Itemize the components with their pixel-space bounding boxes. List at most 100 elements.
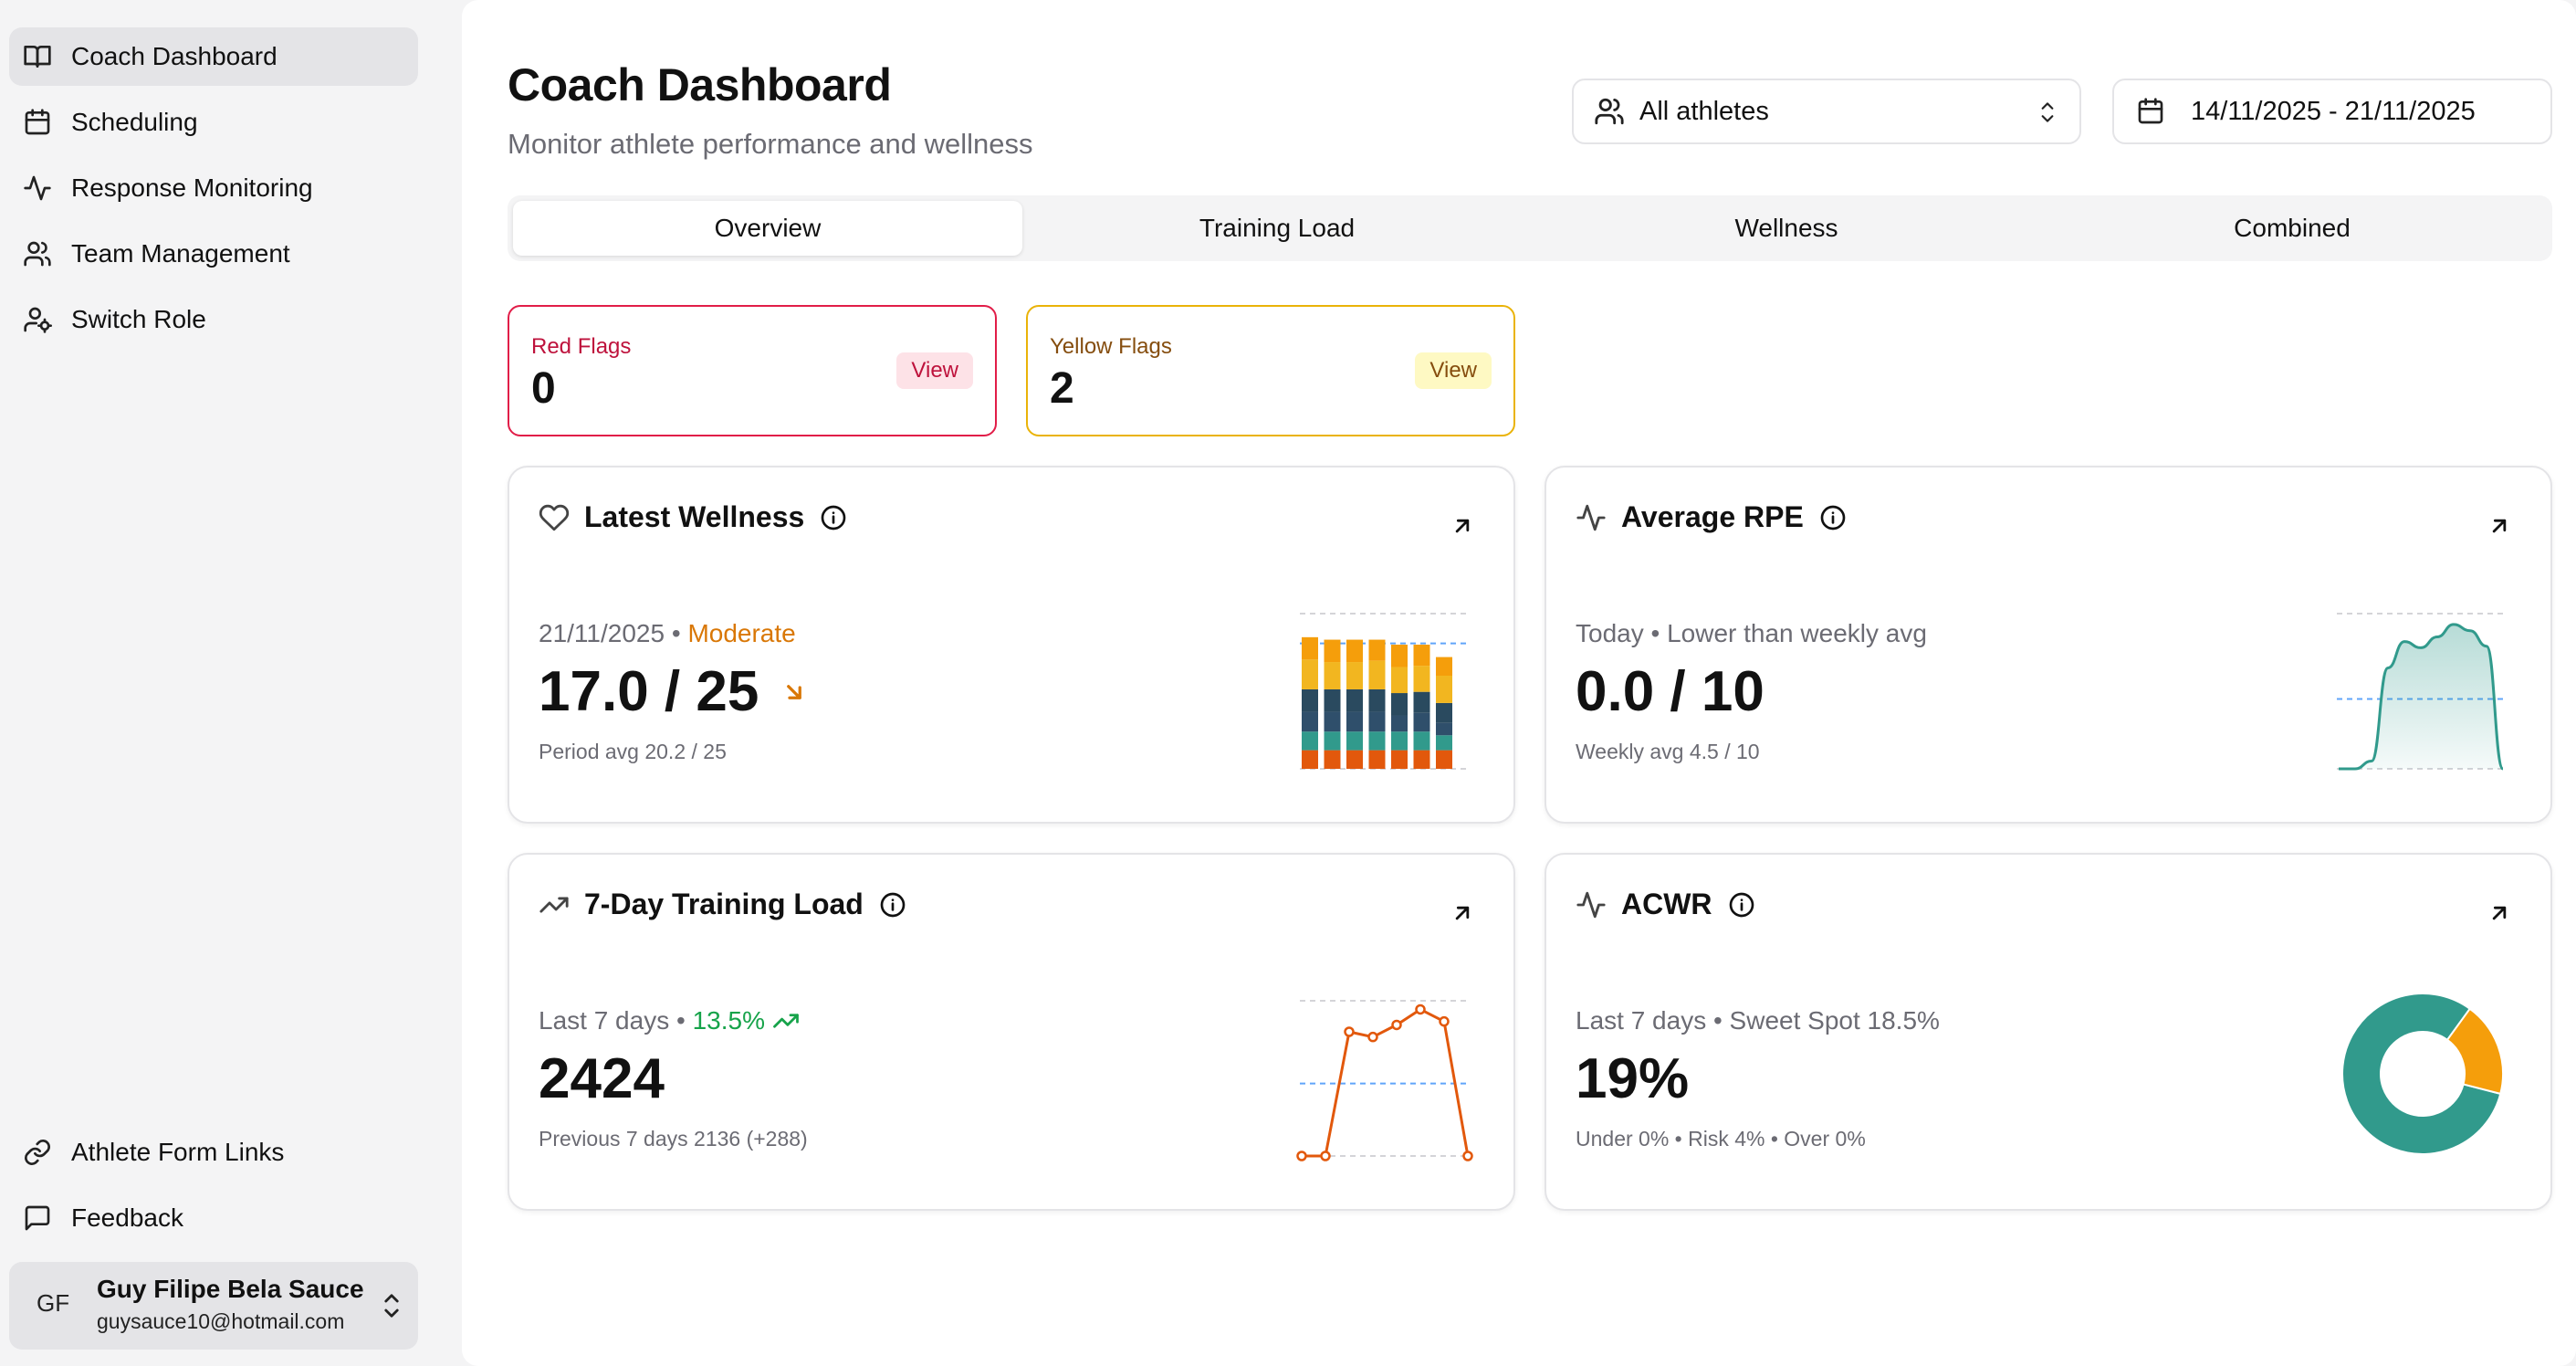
load-point — [1296, 1151, 1307, 1161]
rpe-weekly-avg: Weekly avg 4.5 / 10 — [1576, 740, 1760, 763]
wellness-bar-segment — [1391, 715, 1408, 732]
red-flags-count: 0 — [531, 364, 556, 413]
wellness-bar-segment — [1302, 636, 1318, 660]
info-icon[interactable] — [878, 890, 907, 919]
wellness-bar-segment — [1302, 688, 1318, 712]
sidebar-item-feedback[interactable]: Feedback — [9, 1189, 418, 1247]
info-icon[interactable] — [1818, 503, 1848, 532]
wellness-bar-segment — [1324, 750, 1341, 769]
sidebar-item-scheduling[interactable]: Scheduling — [9, 93, 418, 152]
acwr-slice — [2341, 993, 2502, 1155]
date-range-picker[interactable]: 14/11/2025 - 21/11/2025 — [2112, 79, 2552, 144]
load-point — [1391, 1019, 1402, 1031]
red-flags-view-button[interactable]: View — [896, 352, 973, 389]
sidebar-item-label: Feedback — [71, 1203, 183, 1232]
users-icon — [22, 238, 53, 269]
card-header: 7-Day Training Load — [539, 888, 907, 921]
load-period: Last 7 days — [539, 1006, 670, 1035]
acwr-donut-chart — [2341, 993, 2504, 1155]
acwr-value: 19% — [1576, 1047, 1690, 1110]
user-cog-icon — [22, 304, 53, 335]
arrow-up-right-icon[interactable] — [1450, 900, 1475, 926]
user-menu[interactable]: GF Guy Filipe Bela Sauce guysauce10@hotm… — [9, 1262, 418, 1350]
info-icon[interactable] — [819, 503, 848, 532]
activity-icon — [1576, 891, 1606, 918]
wellness-bar-segment — [1391, 731, 1408, 751]
arrow-up-right-icon[interactable] — [2487, 900, 2512, 926]
link-icon — [22, 1137, 53, 1168]
message-square-icon — [22, 1203, 53, 1234]
page-subtitle: Monitor athlete performance and wellness — [508, 128, 1033, 160]
load-point — [1367, 1031, 1378, 1043]
load-point — [1439, 1015, 1450, 1027]
chevrons-up-down-icon — [378, 1287, 405, 1329]
arrow-up-right-icon[interactable] — [2487, 513, 2512, 539]
activity-icon — [22, 173, 53, 204]
card-header: ACWR — [1576, 888, 1756, 921]
training-load-card[interactable]: 7-Day Training Load Last 7 days • 13.5% … — [508, 853, 1515, 1211]
red-flags-label: Red Flags — [531, 334, 632, 359]
wellness-status: Moderate — [687, 619, 796, 647]
load-value: 2424 — [539, 1047, 665, 1110]
average-rpe-card[interactable]: Average RPE Today • Lower than weekly av… — [1545, 466, 2552, 824]
sidebar-item-label: Switch Role — [71, 305, 206, 333]
tab-overview[interactable]: Overview — [513, 201, 1022, 256]
wellness-bar-segment — [1368, 731, 1386, 751]
wellness-bar-segment — [1391, 667, 1408, 694]
acwr-slice — [2445, 1007, 2504, 1096]
info-icon[interactable] — [1727, 890, 1756, 919]
wellness-bar-segment — [1391, 750, 1408, 769]
card-title: 7-Day Training Load — [584, 888, 864, 920]
yellow-flags-card: Yellow Flags 2 View — [1026, 305, 1515, 436]
user-name: Guy Filipe Bela Sauce — [97, 1275, 364, 1303]
sidebar-item-coach-dashboard[interactable]: Coach Dashboard — [9, 27, 418, 86]
sidebar-item-team-management[interactable]: Team Management — [9, 225, 418, 283]
wellness-bar-segment — [1368, 639, 1386, 661]
sidebar-item-switch-role[interactable]: Switch Role — [9, 290, 418, 349]
wellness-bar-segment — [1346, 731, 1363, 751]
wellness-bar-segment — [1436, 702, 1452, 723]
training-load-line-chart — [1296, 1000, 1473, 1161]
acwr-breakdown: Under 0% • Risk 4% • Over 0% — [1576, 1127, 1866, 1151]
sidebar: Coach Dashboard Scheduling Response Moni… — [0, 0, 456, 1366]
tab-training-load[interactable]: Training Load — [1199, 214, 1356, 242]
user-email: guysauce10@hotmail.com — [97, 1309, 345, 1333]
wellness-date: 21/11/2025 — [539, 619, 665, 647]
arrow-up-right-icon[interactable] — [1450, 513, 1475, 539]
tab-wellness[interactable]: Wellness — [1734, 214, 1838, 242]
card-header: Latest Wellness — [539, 500, 848, 534]
sidebar-item-label: Coach Dashboard — [71, 42, 277, 70]
wellness-bar-segment — [1413, 645, 1430, 667]
calendar-icon — [22, 107, 53, 138]
load-point — [1462, 1151, 1473, 1161]
tab-combined[interactable]: Combined — [2234, 214, 2351, 242]
card-title: Average RPE — [1621, 500, 1804, 533]
wellness-stacked-bar-chart — [1300, 613, 1468, 770]
wellness-bar-segment — [1391, 645, 1408, 667]
wellness-bar-segment — [1413, 691, 1430, 713]
wellness-bar-segment — [1346, 688, 1363, 712]
sidebar-item-label: Scheduling — [71, 108, 198, 136]
wellness-bar-segment — [1346, 639, 1363, 663]
trending-up-icon — [773, 1014, 799, 1028]
sidebar-item-athlete-form-links[interactable]: Athlete Form Links — [9, 1123, 418, 1182]
wellness-bar-segment — [1346, 711, 1363, 732]
sidebar-item-response-monitoring[interactable]: Response Monitoring — [9, 159, 418, 217]
activity-icon — [1576, 504, 1606, 531]
card-header: Average RPE — [1576, 500, 1848, 534]
yellow-flags-view-button[interactable]: View — [1415, 352, 1492, 389]
wellness-bar-segment — [1346, 750, 1363, 769]
trending-up-icon — [539, 897, 569, 912]
calendar-icon — [2136, 97, 2165, 126]
acwr-card[interactable]: ACWR Last 7 days • Sweet Spot 18.5% 19% … — [1545, 853, 2552, 1211]
date-range-value: 14/11/2025 - 21/11/2025 — [2191, 96, 2476, 126]
athlete-select[interactable]: All athletes — [1572, 79, 2081, 144]
wellness-score: 17.0 / 25 — [539, 659, 808, 724]
main-content: Coach Dashboard Monitor athlete performa… — [462, 0, 2576, 1366]
latest-wellness-card[interactable]: Latest Wellness 21/11/2025 • Moderate 17… — [508, 466, 1515, 824]
wellness-period-avg: Period avg 20.2 / 25 — [539, 740, 727, 763]
wellness-bar-segment — [1346, 662, 1363, 689]
wellness-bar-segment — [1436, 735, 1452, 751]
card-title: Latest Wellness — [584, 500, 805, 533]
rpe-area-fill — [2339, 624, 2503, 769]
